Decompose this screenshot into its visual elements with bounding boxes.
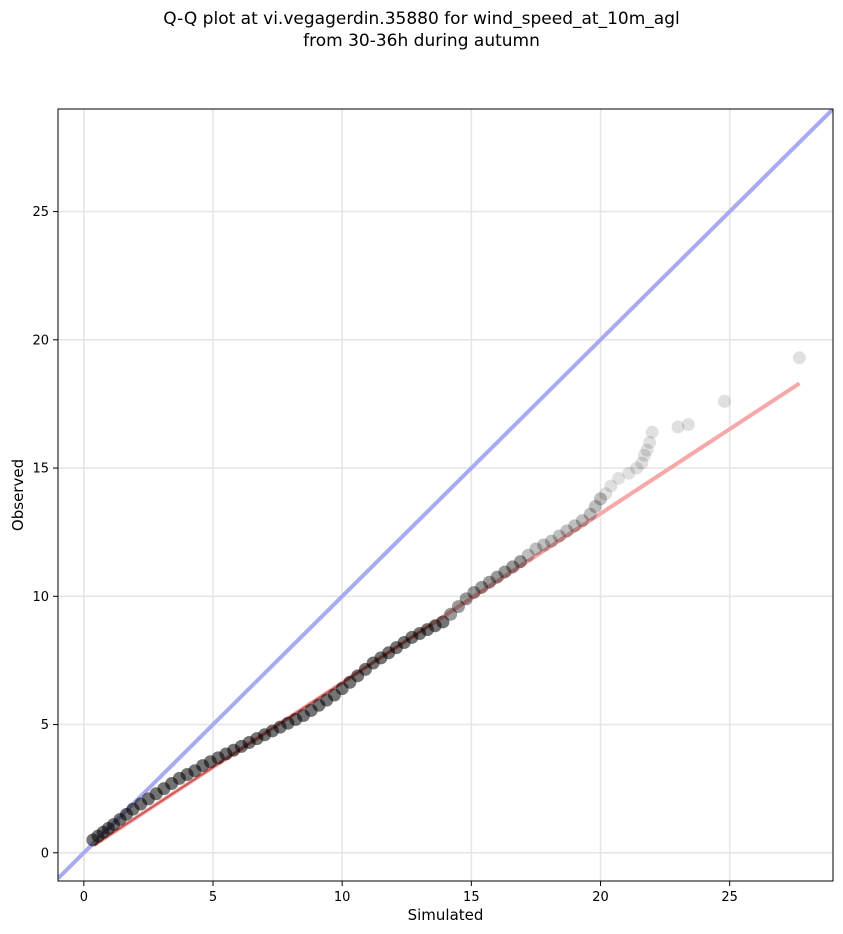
y-tick-label-2: 10 bbox=[32, 590, 49, 605]
chart-title-block: Q-Q plot at vi.vegagerdin.35880 for wind… bbox=[0, 8, 843, 52]
scatter-point-48 bbox=[444, 607, 458, 621]
y-tick-label-1: 5 bbox=[41, 718, 49, 733]
y-tick-label-3: 15 bbox=[32, 462, 49, 477]
scatter-point-57 bbox=[513, 555, 527, 569]
grid-lines bbox=[58, 109, 833, 881]
x-tick-label-1: 5 bbox=[209, 890, 217, 905]
x-tick-label-5: 25 bbox=[721, 890, 738, 905]
plot-frame bbox=[57, 108, 834, 882]
x-axis-label: Simulated bbox=[408, 906, 484, 924]
axis-ticks: 0 5 10 15 20 25 0 5 10 15 20 25 bbox=[32, 205, 737, 905]
scatter-point-52 bbox=[475, 580, 489, 594]
scatter-point-69 bbox=[599, 487, 613, 501]
scatter-point-71 bbox=[612, 471, 626, 485]
scatter-point-81 bbox=[718, 394, 731, 408]
scatter-point-60 bbox=[537, 538, 551, 552]
scatter-point-54 bbox=[490, 570, 504, 584]
scatter-point-72 bbox=[622, 466, 636, 480]
x-tick-label-0: 0 bbox=[80, 890, 88, 905]
scatter-point-63 bbox=[560, 524, 574, 538]
scatter-point-79 bbox=[671, 420, 685, 434]
scatter-point-53 bbox=[482, 575, 496, 589]
scatter-points bbox=[86, 351, 806, 847]
scatter-point-77 bbox=[643, 435, 657, 449]
scatter-point-73 bbox=[630, 461, 644, 475]
scatter-point-64 bbox=[568, 519, 582, 533]
chart-title: Q-Q plot at vi.vegagerdin.35880 for wind… bbox=[163, 9, 680, 29]
fit-line bbox=[93, 381, 801, 847]
y-tick-label-5: 25 bbox=[32, 205, 49, 220]
scatter-point-70 bbox=[604, 479, 618, 493]
y-tick-label-4: 20 bbox=[32, 333, 49, 348]
scatter-point-74 bbox=[635, 456, 649, 470]
scatter-point-82 bbox=[792, 351, 806, 365]
y-tick-label-0: 0 bbox=[41, 846, 49, 861]
scatter-point-65 bbox=[575, 514, 589, 528]
scatter-point-58 bbox=[521, 548, 535, 562]
scatter-point-49 bbox=[451, 600, 465, 614]
scatter-point-59 bbox=[529, 542, 543, 556]
scatter-point-51 bbox=[467, 585, 481, 599]
x-tick-label-3: 15 bbox=[463, 890, 480, 905]
scatter-point-47 bbox=[436, 615, 450, 629]
scatter-point-61 bbox=[544, 534, 558, 548]
scatter-point-66 bbox=[583, 507, 597, 521]
scatter-point-50 bbox=[459, 592, 473, 606]
scatter-point-68 bbox=[594, 492, 607, 506]
x-tick-label-4: 20 bbox=[592, 890, 609, 905]
scatter-point-75 bbox=[637, 448, 651, 462]
scatter-point-76 bbox=[640, 443, 654, 457]
scatter-point-62 bbox=[552, 529, 566, 543]
scatter-point-56 bbox=[506, 560, 520, 574]
chart-subtitle: from 30-36h during autumn bbox=[303, 31, 540, 51]
scatter-point-55 bbox=[498, 565, 512, 579]
scatter-point-80 bbox=[681, 417, 695, 431]
scatter-point-67 bbox=[588, 500, 602, 514]
x-tick-label-2: 10 bbox=[334, 890, 351, 905]
y-axis-label: Observed bbox=[9, 459, 27, 531]
identity-line bbox=[58, 109, 833, 880]
scatter-point-78 bbox=[645, 425, 659, 439]
